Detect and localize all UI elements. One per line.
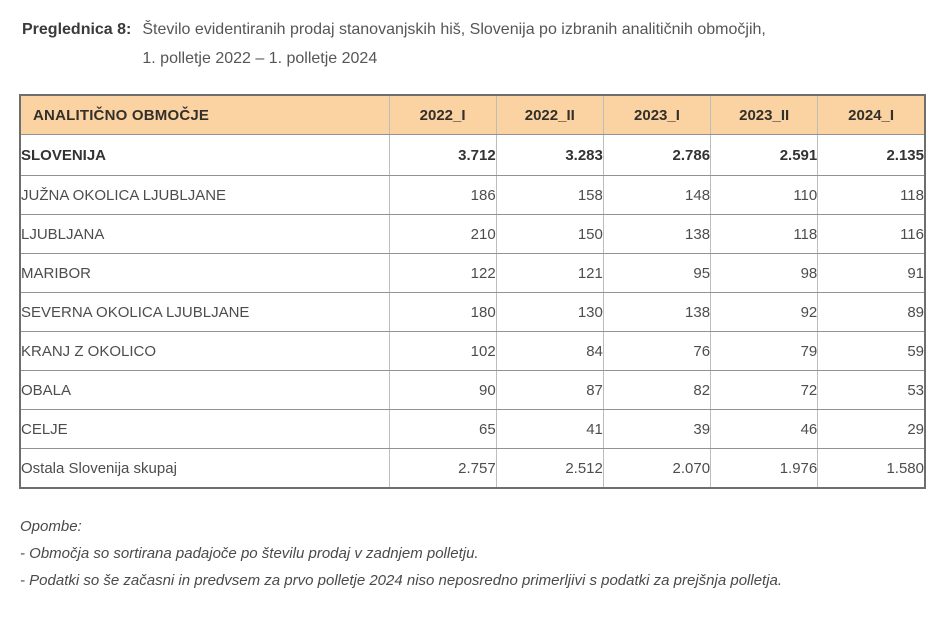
- value-cell: 118: [710, 214, 819, 254]
- value-cell: 186: [388, 175, 497, 215]
- value-cell: 89: [817, 292, 926, 332]
- note-line-1: - Območja so sortirana padajoče po števi…: [20, 545, 479, 562]
- value-cell: 65: [388, 409, 497, 449]
- value-cell: 121: [495, 253, 604, 293]
- area-cell: OBALA: [19, 370, 390, 410]
- value-cell: 158: [495, 175, 604, 215]
- value-cell: 118: [817, 175, 926, 215]
- value-cell: 84: [495, 331, 604, 371]
- value-cell: 79: [710, 331, 819, 371]
- value-cell: 29: [817, 409, 926, 449]
- value-cell: 92: [710, 292, 819, 332]
- value-cell: 102: [388, 331, 497, 371]
- value-cell: 2.757: [388, 448, 497, 489]
- value-cell: 2.591: [710, 134, 819, 176]
- value-cell: 2.512: [495, 448, 604, 489]
- value-cell: 148: [602, 175, 712, 215]
- value-cell: 138: [602, 214, 712, 254]
- table-row-maribor: MARIBOR 122 121 95 98 91: [19, 253, 926, 293]
- value-cell: 76: [602, 331, 712, 371]
- table-caption-line1: Število evidentiranih prodaj stanovanjsk…: [142, 21, 766, 38]
- table-header-row: ANALITIČNO OBMOČJE 2022_I 2022_II 2023_I…: [19, 94, 926, 135]
- area-cell: Ostala Slovenija skupaj: [19, 448, 390, 489]
- value-cell: 1.580: [817, 448, 926, 489]
- table-row-kranj-z-okolico: KRANJ Z OKOLICO 102 84 76 79 59: [19, 331, 926, 371]
- table-row-juzna-okolica-ljubljane: JUŽNA OKOLICA LJUBLJANE 186 158 148 110 …: [19, 175, 926, 215]
- value-cell: 90: [388, 370, 497, 410]
- table-row-slovenija: SLOVENIJA 3.712 3.283 2.786 2.591 2.135: [19, 134, 926, 176]
- area-cell: LJUBLJANA: [19, 214, 390, 254]
- note-line-2: - Podatki so še začasni in predvsem za p…: [20, 572, 783, 589]
- area-cell: MARIBOR: [19, 253, 390, 293]
- area-cell: CELJE: [19, 409, 390, 449]
- value-cell: 82: [602, 370, 712, 410]
- value-cell: 87: [495, 370, 604, 410]
- value-cell: 130: [495, 292, 604, 332]
- table-caption-label: Preglednica 8:: [22, 21, 132, 38]
- value-cell: 2.135: [817, 134, 926, 176]
- value-cell: 39: [602, 409, 712, 449]
- value-cell: 95: [602, 253, 712, 293]
- value-cell: 53: [817, 370, 926, 410]
- value-cell: 116: [817, 214, 926, 254]
- value-cell: 110: [710, 175, 819, 215]
- value-cell: 41: [495, 409, 604, 449]
- area-cell: SLOVENIJA: [19, 134, 390, 176]
- value-cell: 91: [817, 253, 926, 293]
- column-header-2023-ii: 2023_II: [710, 94, 819, 135]
- area-cell: SEVERNA OKOLICA LJUBLJANE: [19, 292, 390, 332]
- value-cell: 46: [710, 409, 819, 449]
- value-cell: 150: [495, 214, 604, 254]
- table-caption-text: Število evidentiranih prodaj stanovanjsk…: [142, 15, 765, 73]
- value-cell: 210: [388, 214, 497, 254]
- table-caption-line2: 1. polletje 2022 – 1. polletje 2024: [142, 50, 378, 67]
- value-cell: 59: [817, 331, 926, 371]
- value-cell: 122: [388, 253, 497, 293]
- column-header-2024-i: 2024_I: [817, 94, 926, 135]
- value-cell: 72: [710, 370, 819, 410]
- value-cell: 180: [388, 292, 497, 332]
- value-cell: 2.786: [602, 134, 712, 176]
- table-caption: Preglednica 8: Število evidentiranih pro…: [22, 15, 940, 73]
- column-header-2022-i: 2022_I: [388, 94, 497, 135]
- table-row-severna-okolica-ljubljane: SEVERNA OKOLICA LJUBLJANE 180 130 138 92…: [19, 292, 926, 332]
- column-header-area: ANALITIČNO OBMOČJE: [19, 94, 390, 135]
- value-cell: 2.070: [602, 448, 712, 489]
- value-cell: 3.283: [495, 134, 604, 176]
- value-cell: 138: [602, 292, 712, 332]
- table-row-ljubljana: LJUBLJANA 210 150 138 118 116: [19, 214, 926, 254]
- notes-section: Opombe: - Območja so sortirana padajoče …: [20, 513, 940, 594]
- value-cell: 3.712: [388, 134, 497, 176]
- notes-heading: Opombe:: [20, 518, 82, 535]
- table-row-obala: OBALA 90 87 82 72 53: [19, 370, 926, 410]
- table-row-ostala-slovenija-skupaj: Ostala Slovenija skupaj 2.757 2.512 2.07…: [19, 448, 926, 489]
- value-cell: 1.976: [710, 448, 819, 489]
- column-header-2022-ii: 2022_II: [495, 94, 604, 135]
- area-cell: JUŽNA OKOLICA LJUBLJANE: [19, 175, 390, 215]
- column-header-2023-i: 2023_I: [602, 94, 712, 135]
- area-cell: KRANJ Z OKOLICO: [19, 331, 390, 371]
- data-table: ANALITIČNO OBMOČJE 2022_I 2022_II 2023_I…: [19, 94, 926, 489]
- value-cell: 98: [710, 253, 819, 293]
- table-row-celje: CELJE 65 41 39 46 29: [19, 409, 926, 449]
